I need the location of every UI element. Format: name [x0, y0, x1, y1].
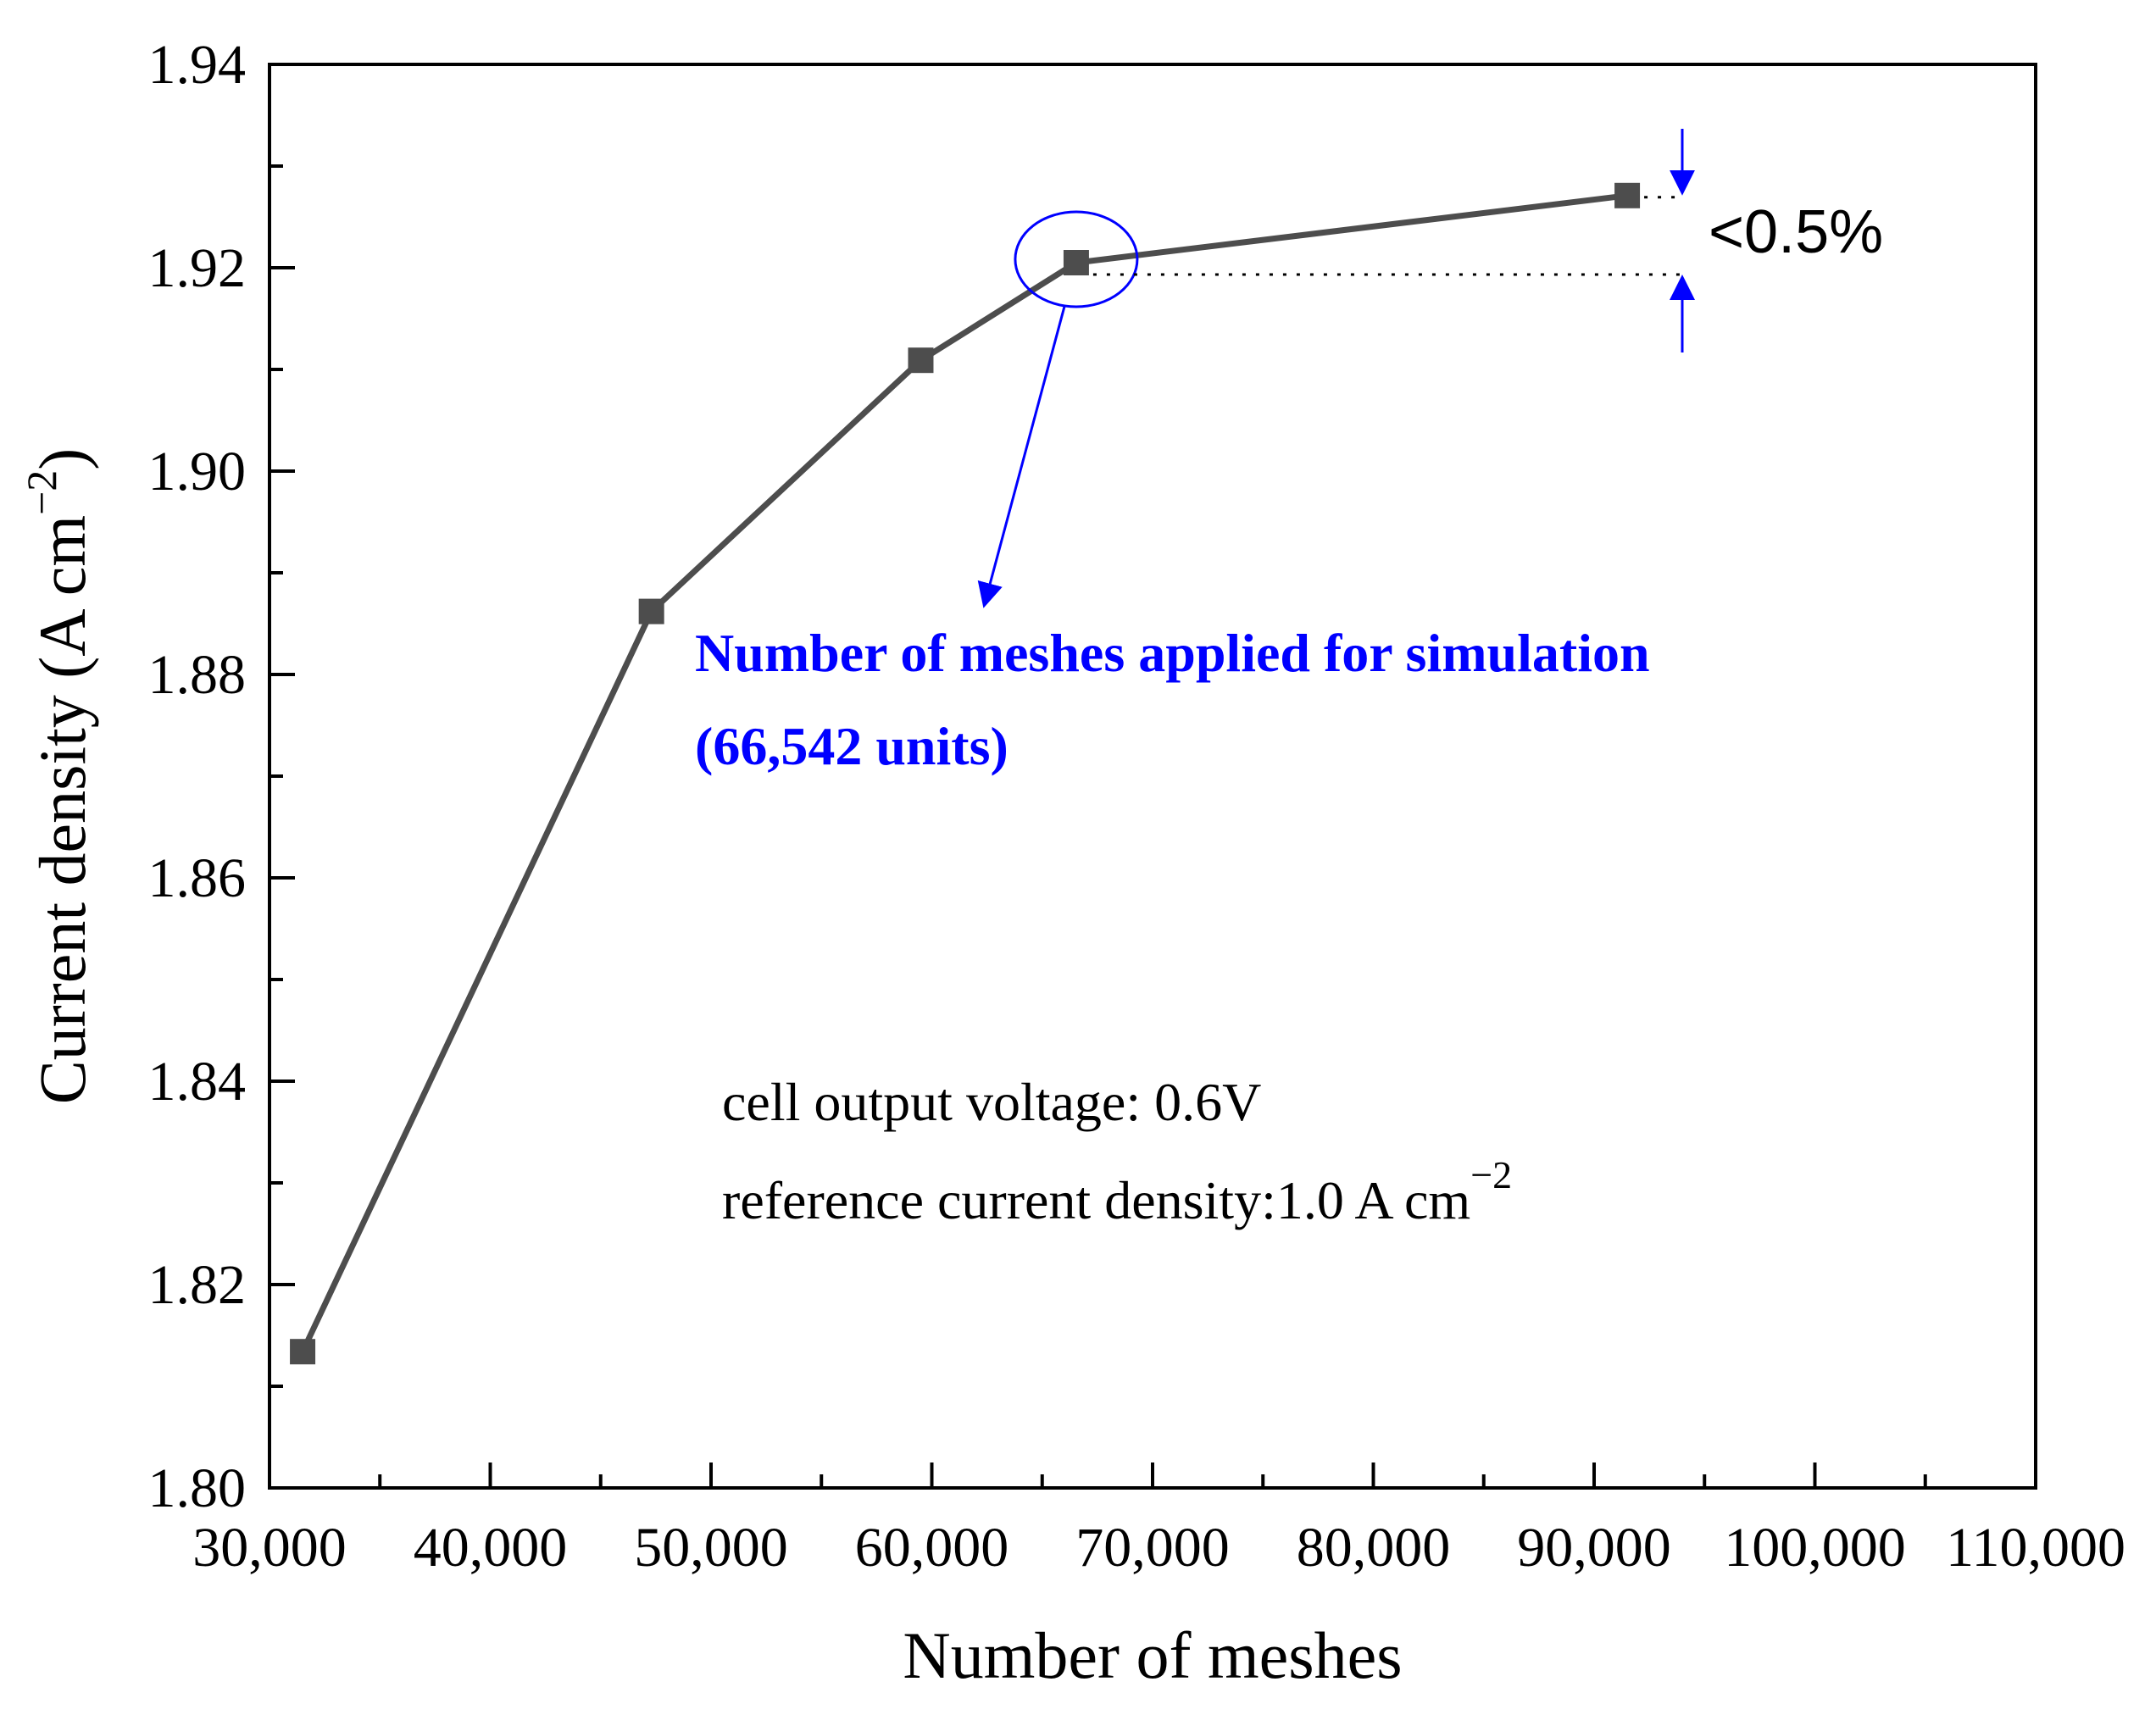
x-axis: 30,000 40,000 50,000 60,000 70,000 80,000 90,0… — [192, 1462, 2125, 1579]
y-axis-title-end: ) — [25, 448, 99, 470]
plot-frame — [268, 63, 2037, 1490]
selected-mesh-label-line2: (66,542 units) — [695, 716, 1009, 776]
difference-label: <0.5% — [1709, 198, 1883, 266]
x-tick-label: 80,000 — [1297, 1517, 1451, 1579]
y-tick-label: 1.86 — [148, 847, 247, 909]
y-tick-label: 1.94 — [148, 34, 247, 96]
x-tick-label: 100,000 — [1724, 1517, 1906, 1579]
x-tick-label: 60,000 — [855, 1517, 1009, 1579]
reference-note: reference current density:1.0 A cm−2 — [722, 1153, 1512, 1230]
y-axis-title-sup: −2 — [18, 470, 65, 515]
selected-point-arrow — [977, 306, 1066, 608]
data-point — [638, 598, 664, 624]
data-point — [1614, 182, 1641, 208]
x-axis-title: Number of meshes — [903, 1618, 1402, 1692]
x-tick-label: 110,000 — [1946, 1517, 2125, 1579]
y-axis-title: Current density (A cm−2) — [18, 448, 99, 1105]
x-tick-label: 90,000 — [1517, 1517, 1671, 1579]
selected-mesh-label-line1: Number of meshes applied for simulation — [695, 623, 1650, 683]
data-point — [290, 1339, 316, 1365]
x-tick-label: 40,000 — [414, 1517, 568, 1579]
y-axis-title-main: Current density (A cm — [25, 515, 99, 1104]
y-tick-label: 1.88 — [148, 644, 247, 706]
reference-note-sup: −2 — [1470, 1153, 1512, 1196]
y-tick-label: 1.92 — [148, 237, 247, 299]
voltage-note: cell output voltage: 0.6V — [722, 1072, 1261, 1132]
data-point — [1063, 250, 1089, 275]
y-tick-label: 1.84 — [148, 1051, 247, 1113]
x-tick-label: 30,000 — [192, 1517, 347, 1579]
annotation-layer — [977, 129, 1695, 608]
selected-point-circle — [1014, 210, 1139, 308]
x-tick-label: 70,000 — [1075, 1517, 1230, 1579]
y-tick-label: 1.90 — [148, 441, 247, 502]
y-axis: 1.80 1.82 1.84 1.86 1.88 1.90 1.92 1.94 — [148, 34, 295, 1519]
y-tick-label: 1.80 — [148, 1457, 247, 1519]
series-layer — [290, 182, 1641, 1365]
x-tick-label: 50,000 — [634, 1517, 788, 1579]
reference-note-main: reference current density:1.0 A cm — [722, 1170, 1470, 1230]
data-point — [908, 347, 934, 374]
y-tick-label: 1.82 — [148, 1254, 247, 1316]
